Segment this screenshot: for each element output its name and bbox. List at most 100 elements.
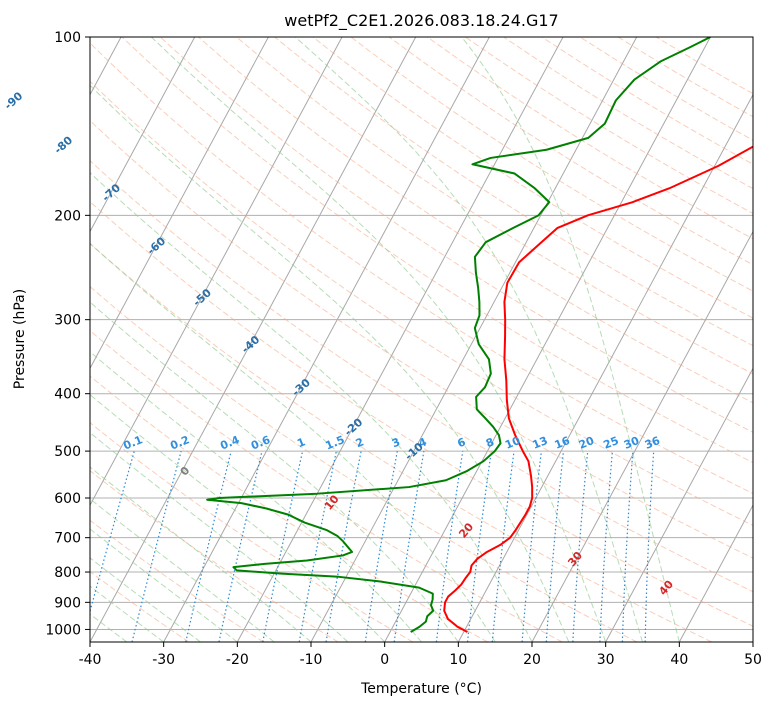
moist-adiabat-line [461, 37, 680, 642]
mixing-ratio-label: 25 [602, 434, 621, 452]
y-tick-label: 100 [54, 30, 81, 46]
mixing-ratio-line [466, 451, 492, 642]
x-tick-label: 30 [597, 652, 615, 668]
x-tick-label: 20 [523, 652, 541, 668]
dry-adiabat-line [350, 37, 753, 292]
x-tick-label: -20 [226, 652, 249, 668]
moist-adiabats [90, 37, 680, 642]
isotherm-line [163, 37, 490, 642]
moist-adiabat-line [90, 498, 275, 642]
dry-adiabat-line [198, 37, 753, 404]
isotherm-line [90, 37, 343, 507]
isotherm-line [384, 37, 711, 642]
isotherm-line [752, 640, 753, 642]
x-tick-label: 50 [744, 652, 762, 668]
y-tick-label: 800 [54, 565, 81, 581]
dewpoint-profile-line [206, 37, 711, 633]
mixing-ratio-label: 10 [503, 434, 522, 452]
temperature-profile-line [443, 145, 753, 633]
x-axis-ticks: -40 -30 -20 -10 0 10 20 30 40 50 [79, 642, 762, 668]
mixing-ratio-line [218, 450, 263, 642]
mixing-ratio-label: 3 [390, 435, 402, 450]
dry-adiabat-line [274, 37, 753, 347]
x-tick-label: 10 [449, 652, 467, 668]
plot-frame [89, 36, 754, 643]
dry-adiabat-line [90, 519, 264, 642]
y-tick-label: 500 [54, 444, 81, 460]
mixing-ratio-line [491, 451, 515, 642]
isotherm-label: -80 [52, 133, 76, 156]
x-tick-label: -30 [152, 652, 175, 668]
series-layer [206, 37, 753, 633]
moist-adiabat-line [90, 301, 459, 642]
isotherm-line [310, 37, 638, 642]
dry-adiabat-line [90, 375, 488, 642]
mixing-ratio-label: 2 [354, 435, 366, 450]
isotherm-line [236, 37, 564, 642]
isotherm-line [605, 367, 753, 642]
mixing-ratio-line [435, 451, 464, 642]
dry-adiabat-line [90, 242, 712, 642]
x-tick-label: -40 [79, 652, 102, 668]
mixing-ratio-label: 1 [295, 435, 307, 450]
dry-adiabat-line [90, 42, 753, 495]
moist-adiabat-line [90, 466, 312, 642]
moist-adiabat-line [90, 351, 422, 642]
chart-title: wetPf2_C2E1.2026.083.18.24.G17 [284, 11, 558, 31]
background-lines [90, 37, 753, 642]
dry-adiabat-line [90, 470, 339, 642]
y-tick-label: 400 [54, 387, 81, 403]
x-axis-label: Temperature (°C) [360, 681, 482, 697]
y-tick-label: 700 [54, 531, 81, 547]
mixing-ratio-line [545, 451, 565, 642]
mixing-ratio-label: 20 [577, 434, 596, 452]
dry-adiabat-line [121, 37, 753, 464]
mixing-ratio-line [131, 450, 182, 642]
moist-adiabat-line [90, 431, 349, 642]
y-axis-ticks: 1000 900 800 700 600 500 400 300 200 100 [45, 30, 90, 638]
isotherm-line [90, 37, 269, 370]
mixing-ratio-line [393, 450, 425, 642]
y-tick-label: 900 [54, 595, 81, 611]
y-axis-label: Pressure (hPa) [12, 289, 28, 389]
moist-adiabat-line [90, 394, 386, 642]
y-tick-label: 300 [54, 313, 81, 329]
x-tick-label: 40 [670, 652, 688, 668]
dry-adiabat-line [236, 37, 753, 375]
moist-adiabat-line [90, 172, 533, 642]
isobars [90, 37, 753, 630]
y-tick-label: 600 [54, 491, 81, 507]
mixing-ratio-line [185, 450, 232, 642]
moist-adiabat-line [150, 37, 607, 642]
isotherm-line [531, 230, 753, 642]
moist-adiabat-line [294, 37, 643, 642]
dry-adiabat-line [90, 201, 753, 627]
mixing-ratio-line [521, 451, 542, 642]
plot-background [90, 37, 753, 642]
isotherm-line [90, 37, 196, 233]
dry-adiabats [90, 37, 753, 642]
mixing-ratio-label: 8 [484, 435, 496, 450]
mixing-ratio-label: 36 [643, 434, 662, 452]
mixing-ratio-label: 16 [553, 434, 572, 452]
isotherm-line [678, 504, 753, 642]
x-tick-label: -10 [300, 652, 323, 668]
y-tick-label: 200 [54, 208, 81, 224]
mixing-ratio-lines [90, 450, 655, 642]
dry-adiabat-line [90, 80, 753, 526]
isotherm-line [457, 93, 753, 642]
x-tick-label: 0 [380, 652, 389, 668]
dry-adiabat-line [312, 37, 753, 319]
isotherm-label: -90 [2, 89, 26, 112]
dry-adiabat-line [90, 570, 190, 642]
mixing-ratio-label: 13 [531, 434, 550, 452]
dry-adiabat-line [90, 160, 753, 593]
skewed-isotherms [90, 37, 753, 642]
moist-adiabat-line [90, 242, 496, 642]
moist-adiabat-line [90, 84, 570, 642]
mixing-ratio-line [90, 450, 135, 614]
dry-adiabat-line [90, 285, 638, 642]
mixing-ratio-label: 30 [622, 434, 641, 452]
y-tick-label: 1000 [45, 622, 81, 638]
